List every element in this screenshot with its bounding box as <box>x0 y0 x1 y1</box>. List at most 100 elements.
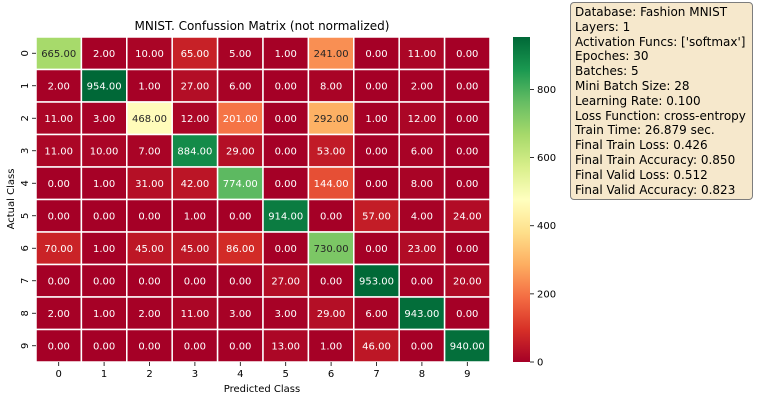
cell-value-label: 0.00 <box>365 244 387 255</box>
cell-value-label: 0.00 <box>48 276 70 287</box>
heatmap-cell <box>126 101 173 136</box>
x-axis-ticks: 0 1 2 3 4 5 6 7 8 9 <box>56 362 470 380</box>
cell-value-label: 774.00 <box>223 179 258 190</box>
colorbar-tick-label: 200 <box>537 289 556 300</box>
colorbar-tick-label: 800 <box>537 85 556 96</box>
heatmap-cell <box>443 101 491 136</box>
x-tick-label: 6 <box>328 369 334 380</box>
y-tick-label: 8 <box>20 310 31 316</box>
heatmap-cell <box>307 296 355 331</box>
cell-value-label: 954.00 <box>87 81 122 92</box>
heatmap-cell <box>262 166 310 201</box>
cell-value-label: 12.00 <box>181 114 210 125</box>
cell-value-label: 0.00 <box>275 244 297 255</box>
cell-value-label: 2.00 <box>411 81 433 92</box>
cell-value-label: 11.00 <box>408 49 437 60</box>
cell-value-label: 8.00 <box>411 179 433 190</box>
cell-value-label: 1.00 <box>138 81 160 92</box>
y-tick-label: 6 <box>20 245 31 251</box>
cell-value-label: 13.00 <box>271 341 300 352</box>
heatmap-cell <box>398 198 446 233</box>
heatmap-cell <box>126 198 173 233</box>
cell-value-label: 23.00 <box>408 244 437 255</box>
cell-value-label: 7.00 <box>138 146 160 157</box>
cell-value-label: 0.00 <box>365 49 387 60</box>
heatmap-cell <box>171 68 219 103</box>
cell-value-label: 0.00 <box>93 211 115 222</box>
cell-value-label: 1.00 <box>93 309 115 320</box>
cell-value-label: 6.00 <box>229 81 251 92</box>
heatmap-cell <box>80 263 128 298</box>
cell-value-label: 0.00 <box>93 276 115 287</box>
chart-title: MNIST. Confussion Matrix (not normalized… <box>135 19 390 33</box>
info-line: Mini Batch Size: 28 <box>575 78 690 93</box>
heatmap-cell <box>443 166 491 201</box>
cell-value-label: 10.00 <box>135 49 164 60</box>
cell-value-label: 0.00 <box>411 341 433 352</box>
heatmap-cell <box>35 231 83 266</box>
heatmap-cell <box>262 328 310 363</box>
cell-value-label: 0.00 <box>456 114 478 125</box>
cell-value-label: 0.00 <box>138 341 160 352</box>
cell-value-label: 6.00 <box>411 146 433 157</box>
cell-value-label: 0.00 <box>138 276 160 287</box>
colorbar <box>513 37 530 362</box>
confusion-matrix-chart: MNIST. Confussion Matrix (not normalized… <box>6 19 556 395</box>
heatmap-cell <box>216 296 264 331</box>
y-axis-ticks: 0 1 2 3 4 5 6 7 8 9 <box>20 50 36 349</box>
heatmap-cell <box>216 198 264 233</box>
heatmap-cell <box>353 36 400 71</box>
cell-value-label: 45.00 <box>135 244 164 255</box>
heatmap-cell <box>398 166 446 201</box>
cell-value-label: 0.00 <box>48 211 70 222</box>
cell-value-label: 3.00 <box>229 309 251 320</box>
x-tick-label: 4 <box>237 369 243 380</box>
heatmap-cell <box>35 328 83 363</box>
cell-value-label: 1.00 <box>93 244 115 255</box>
cell-value-label: 0.00 <box>456 309 478 320</box>
heatmap-cell <box>398 328 446 363</box>
cell-value-label: 914.00 <box>268 211 303 222</box>
cell-value-label: 5.00 <box>229 49 251 60</box>
cell-value-label: 943.00 <box>404 309 439 320</box>
y-tick-label: 1 <box>20 83 31 89</box>
cell-value-label: 27.00 <box>271 276 300 287</box>
heatmap-cell <box>307 68 355 103</box>
y-axis-label: Actual Class <box>6 169 17 230</box>
colorbar-tick-label: 400 <box>537 221 556 232</box>
heatmap-cell <box>307 263 355 298</box>
y-tick-label: 9 <box>20 343 31 349</box>
cell-value-label: 45.00 <box>181 244 210 255</box>
cell-value-label: 8.00 <box>320 81 342 92</box>
cell-value-label: 0.00 <box>138 211 160 222</box>
heatmap-cell <box>398 231 446 266</box>
info-line: Final Train Loss: 0.426 <box>575 138 708 153</box>
cell-value-label: 65.00 <box>181 49 210 60</box>
cell-value-label: 0.00 <box>229 211 251 222</box>
y-tick-label: 4 <box>20 180 31 186</box>
cell-value-label: 0.00 <box>275 179 297 190</box>
heatmap-cell <box>262 36 310 71</box>
cell-value-label: 2.00 <box>48 309 70 320</box>
heatmap-cell <box>353 328 400 363</box>
cell-value-label: 0.00 <box>320 211 342 222</box>
cell-value-label: 0.00 <box>48 341 70 352</box>
info-line: Database: Fashion MNIST <box>575 5 728 19</box>
info-line: Learning Rate: 0.100 <box>575 93 701 108</box>
heatmap-cell <box>353 263 400 298</box>
info-line: Epoches: 30 <box>575 49 649 64</box>
heatmap-cell <box>80 101 128 136</box>
cell-value-label: 0.00 <box>275 81 297 92</box>
info-line: Final Train Accuracy: 0.850 <box>575 152 736 167</box>
heatmap-cell <box>216 328 264 363</box>
heatmap-cell <box>262 198 310 233</box>
y-tick-label: 2 <box>20 115 31 121</box>
heatmap-cell <box>262 68 310 103</box>
cell-value-label: 0.00 <box>48 179 70 190</box>
colorbar-ticks: 0 200 400 600 800 <box>530 85 556 369</box>
cell-value-label: 12.00 <box>408 114 437 125</box>
heatmap-cells: 665.00 2.00 10.00 65.00 5.00 1.00 241.00 0.00 11… <box>35 36 491 363</box>
cell-value-label: 11.00 <box>44 146 73 157</box>
training-info-box: Database: Fashion MNIST Layers: 1 Activa… <box>570 2 753 200</box>
info-line: Final Valid Accuracy: 0.823 <box>575 182 736 197</box>
